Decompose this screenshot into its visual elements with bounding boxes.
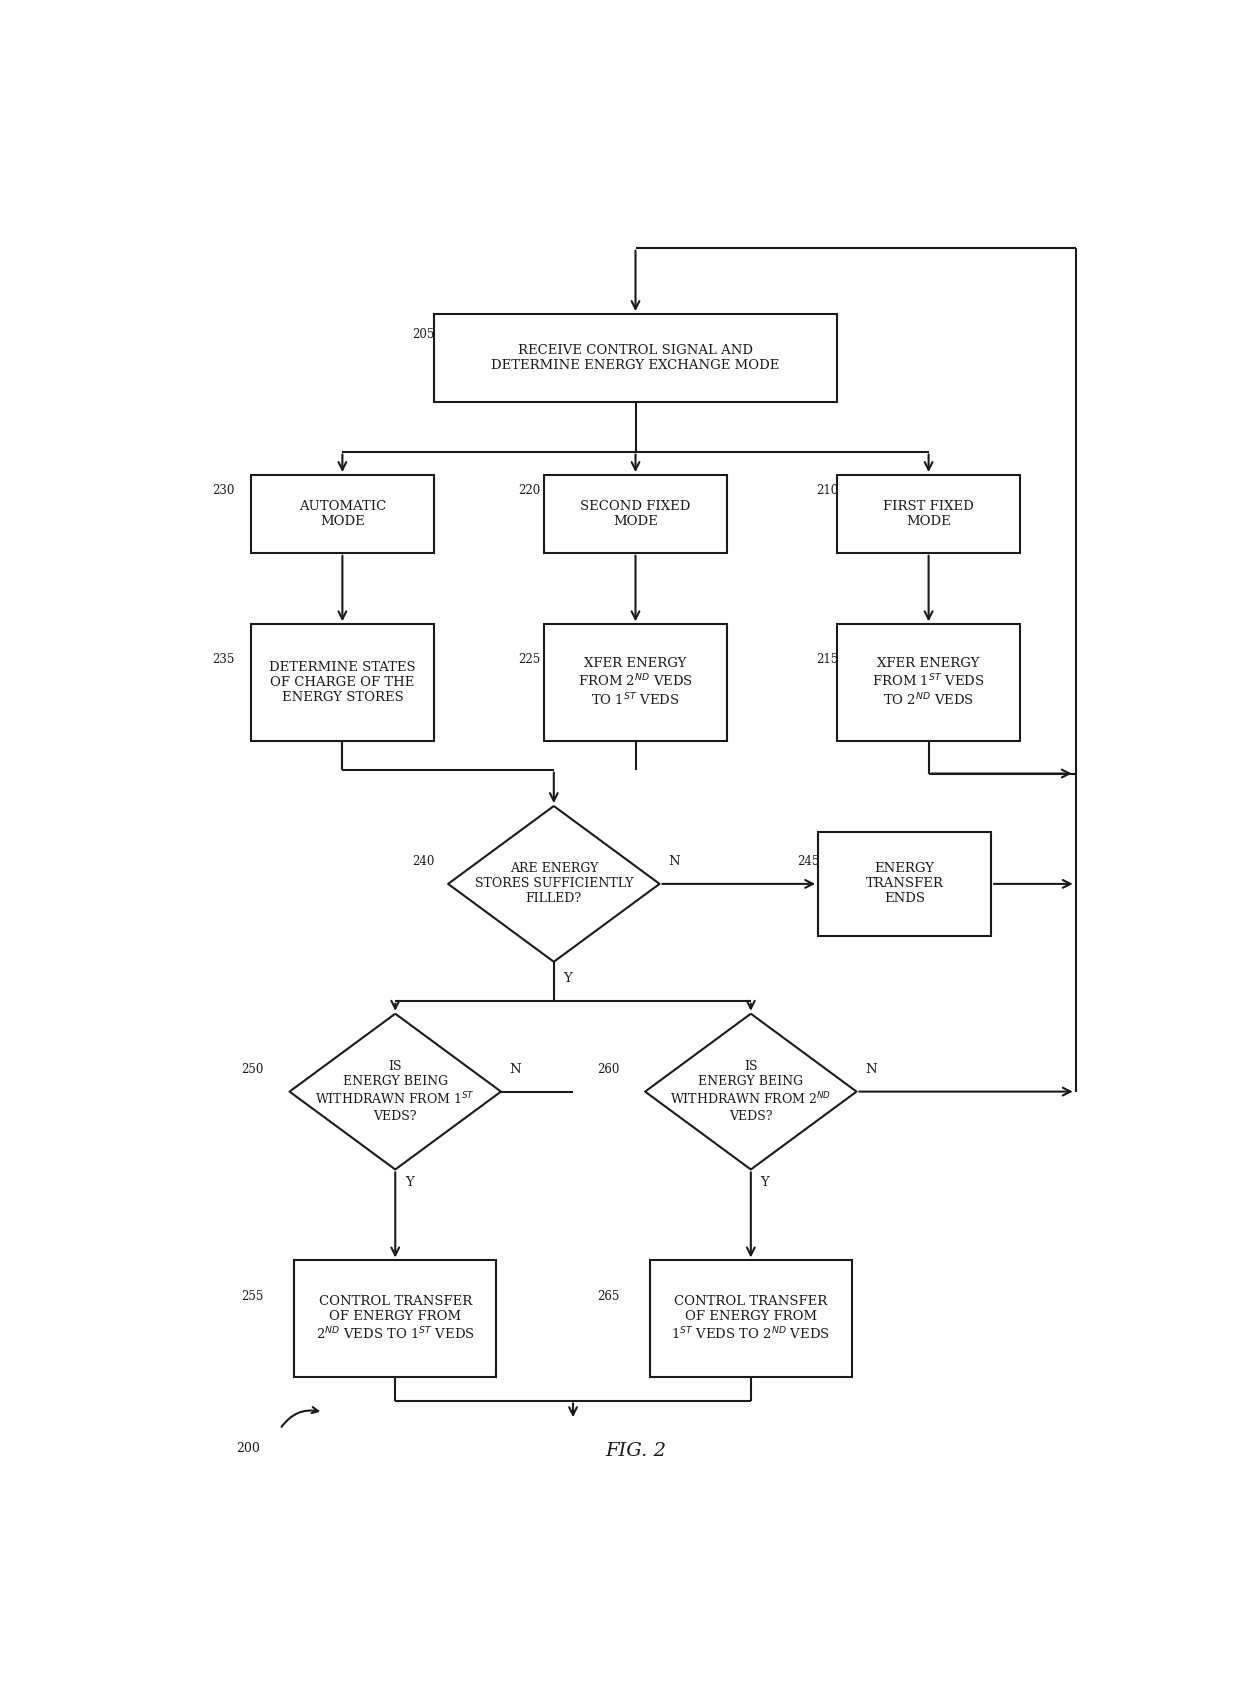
Bar [544, 624, 727, 742]
Text: 230: 230 [213, 484, 236, 497]
Text: FIG. 2: FIG. 2 [605, 1442, 666, 1460]
Bar [650, 1261, 852, 1377]
Text: 225: 225 [518, 652, 541, 666]
Bar [250, 475, 434, 553]
Text: 265: 265 [596, 1290, 620, 1303]
Text: CONTROL TRANSFER
OF ENERGY FROM
2$^{ND}$ VEDS TO 1$^{ST}$ VEDS: CONTROL TRANSFER OF ENERGY FROM 2$^{ND}$… [316, 1295, 475, 1342]
Text: 260: 260 [596, 1064, 620, 1076]
Text: Y: Y [760, 1177, 769, 1189]
Bar [818, 831, 991, 936]
Bar [294, 1261, 496, 1377]
Text: AUTOMATIC
MODE: AUTOMATIC MODE [299, 499, 386, 528]
Bar [837, 624, 1021, 742]
Text: XFER ENERGY
FROM 1$^{ST}$ VEDS
TO 2$^{ND}$ VEDS: XFER ENERGY FROM 1$^{ST}$ VEDS TO 2$^{ND… [873, 658, 985, 708]
Text: XFER ENERGY
FROM 2$^{ND}$ VEDS
TO 1$^{ST}$ VEDS: XFER ENERGY FROM 2$^{ND}$ VEDS TO 1$^{ST… [578, 658, 693, 708]
Text: 250: 250 [242, 1064, 264, 1076]
FancyArrowPatch shape [281, 1408, 319, 1426]
Text: ARE ENERGY
STORES SUFFICIENTLY
FILLED?: ARE ENERGY STORES SUFFICIENTLY FILLED? [475, 862, 634, 905]
Bar [837, 475, 1021, 553]
Text: 240: 240 [413, 855, 435, 868]
Text: IS
ENERGY BEING
WITHDRAWN FROM 2$^{ND}$
VEDS?: IS ENERGY BEING WITHDRAWN FROM 2$^{ND}$ … [670, 1060, 832, 1123]
Text: IS
ENERGY BEING
WITHDRAWN FROM 1$^{ST}$
VEDS?: IS ENERGY BEING WITHDRAWN FROM 1$^{ST}$ … [315, 1060, 475, 1123]
Bar [434, 314, 837, 403]
Text: FIRST FIXED
MODE: FIRST FIXED MODE [883, 499, 973, 528]
Text: 210: 210 [816, 484, 838, 497]
Text: N: N [668, 855, 680, 868]
Text: Y: Y [563, 973, 572, 985]
Text: 245: 245 [797, 855, 820, 868]
Text: RECEIVE CONTROL SIGNAL AND
DETERMINE ENERGY EXCHANGE MODE: RECEIVE CONTROL SIGNAL AND DETERMINE ENE… [491, 344, 780, 373]
Text: SECOND FIXED
MODE: SECOND FIXED MODE [580, 499, 691, 528]
Text: 200: 200 [237, 1442, 260, 1455]
Text: CONTROL TRANSFER
OF ENERGY FROM
1$^{ST}$ VEDS TO 2$^{ND}$ VEDS: CONTROL TRANSFER OF ENERGY FROM 1$^{ST}$… [671, 1295, 831, 1342]
Text: DETERMINE STATES
OF CHARGE OF THE
ENERGY STORES: DETERMINE STATES OF CHARGE OF THE ENERGY… [269, 661, 415, 705]
Text: 215: 215 [816, 652, 838, 666]
Text: N: N [866, 1062, 877, 1076]
Text: Y: Y [404, 1177, 414, 1189]
Text: 205: 205 [413, 329, 435, 341]
Text: ENERGY
TRANSFER
ENDS: ENERGY TRANSFER ENDS [866, 862, 944, 905]
Text: N: N [510, 1062, 521, 1076]
Bar [544, 475, 727, 553]
Text: 220: 220 [518, 484, 541, 497]
Text: 235: 235 [213, 652, 236, 666]
Bar [250, 624, 434, 742]
Text: 255: 255 [242, 1290, 264, 1303]
